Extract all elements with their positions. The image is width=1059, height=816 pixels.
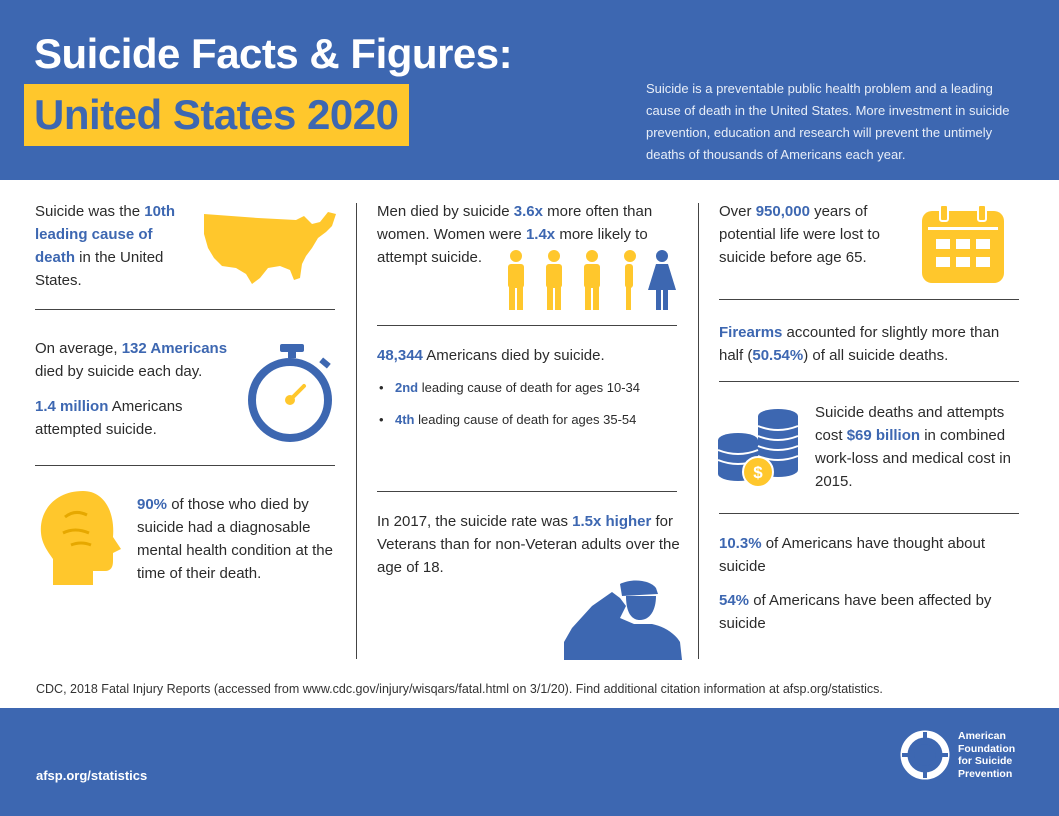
fact-highlight: 950,000 (755, 203, 810, 220)
column-divider (698, 203, 699, 659)
fact-text: leading cause of death for ages 10-34 (418, 380, 641, 395)
fact-years-lost: Over 950,000 years of potential life wer… (719, 200, 909, 269)
fact-attempts: 1.4 million Americans attempted suicide. (35, 395, 215, 441)
fact-daily-deaths: On average, 132 Americans died by suicid… (35, 337, 255, 383)
fact-highlight: $69 billion (846, 427, 921, 444)
fact-highlight: 1.4x (525, 226, 556, 243)
fact-text: more likely to attempt suicide. (377, 226, 648, 266)
row-divider (719, 513, 1019, 514)
coins-icon: $ (717, 409, 799, 488)
fact-text: Suicide deaths and attempts cost (815, 404, 1005, 444)
fact-text: Americans attempted suicide. (35, 398, 183, 438)
row-divider (719, 299, 1019, 300)
fact-text: Americans died by suicide. (422, 347, 605, 364)
fact-text: On average, (35, 340, 122, 357)
header-banner: Suicide Facts & Figures: United States 2… (0, 0, 1059, 180)
list-item: 2nd leading cause of death for ages 10-3… (377, 378, 687, 398)
fact-highlight: 10th leading cause of death (35, 203, 176, 266)
fact-text: in combined work-loss and medical cost i… (815, 427, 1011, 490)
footer-link[interactable]: afsp.org/statistics (36, 768, 148, 783)
fact-mental-health: 90% of those who died by suicide had a d… (137, 493, 337, 585)
people-icon (508, 250, 676, 310)
footer-banner: afsp.org/statistics American Foundation … (0, 708, 1059, 816)
intro-text: Suicide is a preventable public health p… (646, 81, 1010, 162)
fact-veterans: In 2017, the suicide rate was 1.5x highe… (377, 510, 682, 579)
fact-text: Suicide was the (35, 203, 145, 220)
citation-text: CDC, 2018 Fatal Injury Reports (accessed… (36, 682, 883, 696)
fact-highlight: 132 Americans (121, 340, 228, 357)
fact-text: years of potential life were lost to sui… (719, 203, 880, 266)
fact-highlight: 50.54% (752, 347, 804, 364)
fact-text: of those who died by suicide had a diagn… (137, 496, 333, 582)
org-name: American Foundation for Suicide Preventi… (958, 730, 1015, 780)
saluting-soldier-icon (564, 580, 682, 660)
fact-highlight: Firearms (719, 324, 783, 341)
org-name-line: Prevention (958, 767, 1013, 780)
fact-total-deaths: 48,344 Americans died by suicide. (377, 344, 677, 367)
list-item: 4th leading cause of death for ages 35-5… (377, 410, 687, 430)
svg-text:$: $ (753, 463, 763, 482)
fact-text: ) of all suicide deaths. (803, 347, 949, 364)
head-icon (40, 491, 121, 585)
row-divider (719, 381, 1019, 382)
fact-text: for Veterans than for non-Veteran adults… (377, 513, 680, 576)
row-divider (35, 309, 335, 310)
fact-firearms: Firearms accounted for slightly more tha… (719, 321, 1019, 367)
fact-highlight: 54% (719, 592, 750, 609)
fact-highlight: 10.3% (719, 535, 762, 552)
fact-highlight: 1.4 million (35, 398, 109, 415)
row-divider (377, 491, 677, 492)
fact-highlight: 4th (395, 412, 415, 427)
fact-text: Men died by suicide (377, 203, 514, 220)
us-map-icon (204, 212, 336, 284)
fact-text: of Americans have thought about suicide (719, 535, 986, 575)
page-title: Suicide Facts & Figures: (34, 30, 513, 77)
row-divider (35, 465, 335, 466)
fact-affected: 54% of Americans have been affected by s… (719, 589, 1009, 635)
org-name-line: Foundation (958, 742, 1016, 755)
fact-text: of Americans have been affected by suici… (719, 592, 992, 632)
fact-gender: Men died by suicide 3.6x more often than… (377, 200, 677, 269)
fact-highlight: 2nd (395, 380, 419, 395)
calendar-icon (922, 205, 1004, 283)
org-name-line: American (958, 730, 1006, 742)
row-divider (377, 325, 677, 326)
fact-highlight: 3.6x (513, 203, 543, 220)
fact-leading-cause: Suicide was the 10th leading cause of de… (35, 200, 195, 292)
fact-cost: Suicide deaths and attempts cost $69 bil… (815, 401, 1025, 493)
fact-highlight: 1.5x higher (572, 513, 652, 530)
stopwatch-icon (248, 344, 332, 442)
fact-text: In 2017, the suicide rate was (377, 513, 573, 530)
fact-thought: 10.3% of Americans have thought about su… (719, 532, 1009, 578)
column-divider (356, 203, 357, 659)
fact-highlight: 48,344 (377, 347, 423, 364)
lifebuoy-logo-icon (900, 730, 950, 780)
age-bullet-list: 2nd leading cause of death for ages 10-3… (377, 378, 687, 442)
fact-text: Over (719, 203, 756, 220)
fact-highlight: 90% (137, 496, 168, 513)
fact-text: in the United States. (35, 249, 164, 289)
fact-text: accounted for slightly more than half ( (719, 324, 1000, 364)
page-subtitle: United States 2020 (24, 84, 409, 146)
org-name-line: for Suicide (958, 755, 1013, 767)
fact-text: more often than women. Women were (377, 203, 653, 243)
fact-text: leading cause of death for ages 35-54 (414, 412, 637, 427)
fact-text: died by suicide each day. (35, 363, 203, 380)
